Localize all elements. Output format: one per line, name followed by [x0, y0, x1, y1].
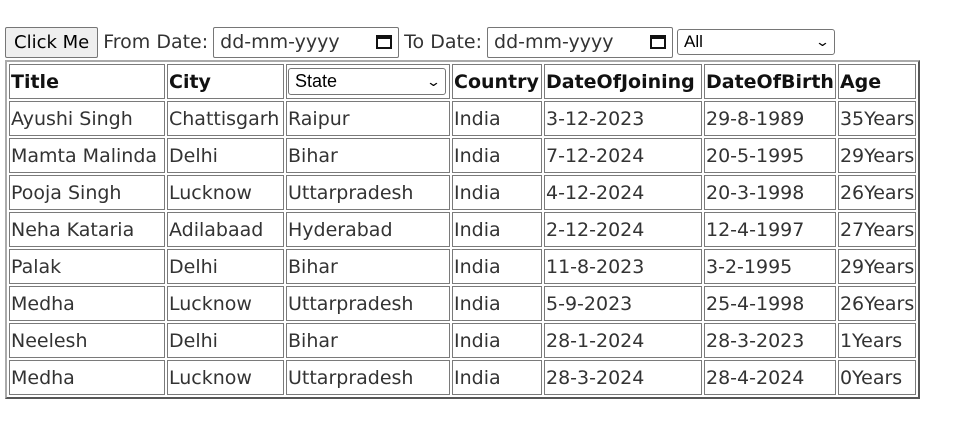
cell-country: India — [452, 138, 542, 173]
cell-age: 0Years — [837, 360, 917, 395]
cell-date-of-birth: 12-4-1997 — [704, 212, 836, 247]
cell-date-of-birth: 28-3-2023 — [704, 323, 836, 358]
cell-city: Lucknow — [167, 175, 284, 210]
table-row: Medha Lucknow Uttarpradesh India 5-9-202… — [9, 286, 917, 321]
to-date-placeholder: dd-mm-yyyy — [494, 31, 614, 53]
cell-age: 1Years — [837, 323, 917, 358]
cell-country: India — [452, 101, 542, 136]
cell-state: Bihar — [286, 138, 450, 173]
table-row: Ayushi Singh Chattisgarh Raipur India 3-… — [9, 101, 917, 136]
table-row: Palak Delhi Bihar India 11-8-2023 3-2-19… — [9, 249, 917, 284]
table-row: Neha Kataria Adilabaad Hyderabad India 2… — [9, 212, 917, 247]
cell-country: India — [452, 212, 542, 247]
from-date-placeholder: dd-mm-yyyy — [220, 31, 340, 53]
cell-age: 26Years — [837, 175, 917, 210]
cell-title: Palak — [9, 249, 165, 284]
table-header-row: Title City State ⌄ Country DateOfJoining… — [9, 64, 917, 99]
cell-age: 35Years — [837, 101, 917, 136]
employee-table: Title City State ⌄ Country DateOfJoining… — [5, 60, 921, 399]
cell-date-of-joining: 2-12-2024 — [544, 212, 702, 247]
cell-age: 29Years — [837, 138, 917, 173]
filter-toolbar: Click Me From Date: dd-mm-yyyy To Date: … — [5, 26, 836, 58]
cell-title: Medha — [9, 360, 165, 395]
cell-date-of-birth: 20-5-1995 — [704, 138, 836, 173]
table-row: Medha Lucknow Uttarpradesh India 28-3-20… — [9, 360, 917, 395]
cell-state: Hyderabad — [286, 212, 450, 247]
header-title: Title — [9, 64, 165, 99]
cell-age: 27Years — [837, 212, 917, 247]
state-filter-value: State — [295, 71, 338, 91]
header-state: State ⌄ — [286, 64, 450, 99]
cell-date-of-joining: 5-9-2023 — [544, 286, 702, 321]
cell-city: Chattisgarh — [167, 101, 284, 136]
chevron-down-icon: ⌄ — [425, 73, 442, 89]
cell-city: Delhi — [167, 249, 284, 284]
to-date-label: To Date: — [404, 31, 483, 53]
cell-date-of-joining: 28-3-2024 — [544, 360, 702, 395]
cell-title: Neha Kataria — [9, 212, 165, 247]
cell-city: Adilabaad — [167, 212, 284, 247]
from-date-label: From Date: — [103, 31, 209, 53]
table-row: Pooja Singh Lucknow Uttarpradesh India 4… — [9, 175, 917, 210]
cell-country: India — [452, 175, 542, 210]
cell-date-of-birth: 20-3-1998 — [704, 175, 836, 210]
chevron-down-icon: ⌄ — [814, 34, 831, 49]
cell-state: Bihar — [286, 249, 450, 284]
cell-state: Raipur — [286, 101, 450, 136]
table-row: Mamta Malinda Delhi Bihar India 7-12-202… — [9, 138, 917, 173]
cell-state: Uttarpradesh — [286, 286, 450, 321]
cell-date-of-joining: 28-1-2024 — [544, 323, 702, 358]
cell-country: India — [452, 286, 542, 321]
cell-date-of-joining: 7-12-2024 — [544, 138, 702, 173]
cell-state: Bihar — [286, 323, 450, 358]
cell-country: India — [452, 323, 542, 358]
cell-city: Delhi — [167, 138, 284, 173]
cell-state: Uttarpradesh — [286, 360, 450, 395]
header-country: Country — [452, 64, 542, 99]
cell-city: Delhi — [167, 323, 284, 358]
cell-date-of-birth: 29-8-1989 — [704, 101, 836, 136]
cell-city: Lucknow — [167, 360, 284, 395]
header-date-of-joining: DateOfJoining — [544, 64, 702, 99]
cell-age: 26Years — [837, 286, 917, 321]
table-row: Neelesh Delhi Bihar India 28-1-2024 28-3… — [9, 323, 917, 358]
header-date-of-birth: DateOfBirth — [704, 64, 836, 99]
cell-date-of-birth: 28-4-2024 — [704, 360, 836, 395]
filter-select[interactable]: All ⌄ — [677, 29, 836, 55]
state-filter-select[interactable]: State ⌄ — [288, 68, 446, 95]
cell-date-of-joining: 3-12-2023 — [544, 101, 702, 136]
cell-title: Mamta Malinda — [9, 138, 165, 173]
header-age: Age — [837, 64, 917, 99]
cell-title: Neelesh — [9, 323, 165, 358]
click-me-button[interactable]: Click Me — [5, 26, 99, 58]
calendar-icon[interactable] — [376, 35, 393, 49]
calendar-icon[interactable] — [650, 35, 667, 49]
cell-state: Uttarpradesh — [286, 175, 450, 210]
header-city: City — [167, 64, 284, 99]
cell-date-of-joining: 4-12-2024 — [544, 175, 702, 210]
cell-city: Lucknow — [167, 286, 284, 321]
cell-title: Medha — [9, 286, 165, 321]
cell-title: Pooja Singh — [9, 175, 165, 210]
cell-age: 29Years — [837, 249, 917, 284]
cell-country: India — [452, 249, 542, 284]
from-date-input[interactable]: dd-mm-yyyy — [213, 26, 400, 58]
to-date-input[interactable]: dd-mm-yyyy — [487, 26, 674, 58]
cell-country: India — [452, 360, 542, 395]
cell-title: Ayushi Singh — [9, 101, 165, 136]
cell-date-of-birth: 25-4-1998 — [704, 286, 836, 321]
cell-date-of-joining: 11-8-2023 — [544, 249, 702, 284]
cell-date-of-birth: 3-2-1995 — [704, 249, 836, 284]
filter-select-value: All — [684, 32, 703, 51]
